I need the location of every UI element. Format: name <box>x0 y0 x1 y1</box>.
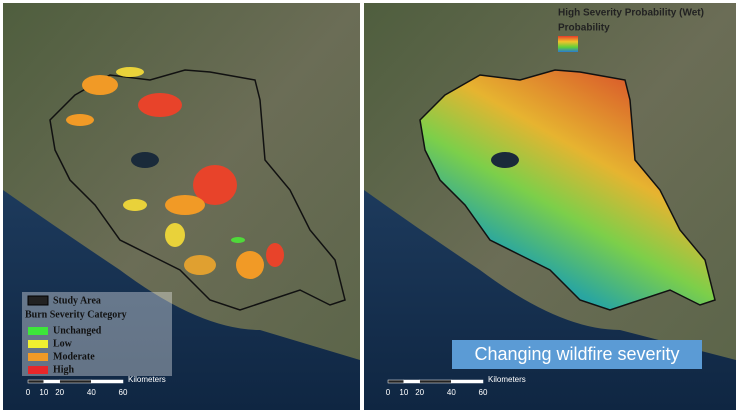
lake <box>131 152 159 168</box>
scale-unit: Kilometers <box>128 375 166 384</box>
legend-label: Study Area <box>53 295 101 306</box>
scale-segment <box>387 379 405 384</box>
legend-swatch <box>28 353 48 361</box>
probability-surface <box>419 69 716 311</box>
right-map: High Severity Probability (Wet) Probabil… <box>364 3 736 410</box>
scale-label: 60 <box>479 388 488 397</box>
scale-label: 20 <box>55 388 64 397</box>
scale-segment <box>59 379 92 384</box>
scale-segment <box>43 379 60 384</box>
scale-label: 20 <box>415 388 424 397</box>
legend-label: High <box>53 364 75 375</box>
legend-swatch <box>28 340 48 348</box>
scale-label: 10 <box>399 388 408 397</box>
legend-title: Burn Severity Category <box>25 309 127 320</box>
legend-swatch <box>28 327 48 335</box>
legend-ramp <box>558 36 578 52</box>
study-area-swatch <box>27 295 49 306</box>
legend-swatch <box>28 366 48 374</box>
caption-box <box>452 340 702 369</box>
legend-label: Unchanged <box>53 325 102 336</box>
scale-label: 60 <box>119 388 128 397</box>
water <box>3 190 360 410</box>
scale-label: 0 <box>26 388 31 397</box>
scale-segment <box>451 379 484 384</box>
burn-patches <box>66 67 284 279</box>
scale-label: 40 <box>447 388 456 397</box>
left-map: Study Area Burn Severity Category Unchan… <box>3 3 360 410</box>
lake <box>491 152 519 168</box>
legend-subtitle: Probability <box>558 23 610 34</box>
scale-segment <box>419 379 452 384</box>
scale-segment <box>403 379 420 384</box>
scale-unit: Kilometers <box>488 375 526 384</box>
legend-label: Low <box>53 338 73 349</box>
caption: Changing wildfire severity <box>474 344 679 364</box>
scale-label: 10 <box>39 388 48 397</box>
legend-title: High Severity Probability (Wet) <box>558 8 704 19</box>
scale-label: 40 <box>87 388 96 397</box>
legend-label: Moderate <box>53 351 95 362</box>
scale-segment <box>27 379 45 384</box>
scale-segment <box>91 379 124 384</box>
scale-label: 0 <box>386 388 391 397</box>
